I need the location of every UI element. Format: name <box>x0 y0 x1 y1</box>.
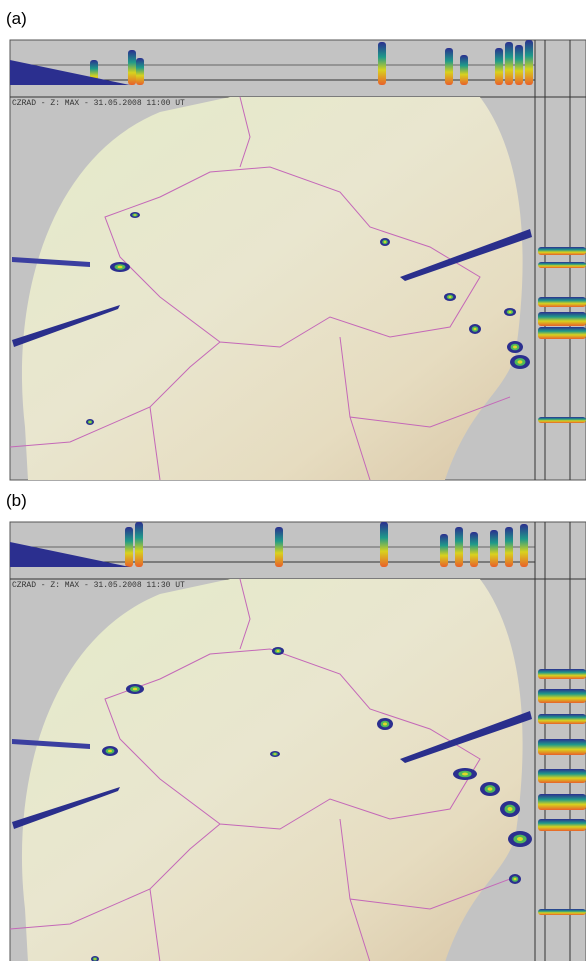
height-echo <box>136 58 144 85</box>
height-echo <box>505 42 513 85</box>
radar-streak <box>12 787 120 829</box>
radar-streak <box>12 739 90 749</box>
radar-streak <box>400 711 532 763</box>
height-echo <box>128 50 136 85</box>
height-echo <box>455 527 463 567</box>
height-echo <box>460 55 468 85</box>
height-echo <box>538 297 586 307</box>
storm-cell-peak <box>108 749 112 753</box>
storm-cell-peak <box>508 311 512 313</box>
radar-streak <box>12 305 120 347</box>
storm-cell-peak <box>448 296 452 298</box>
height-echo <box>538 769 586 783</box>
height-echo <box>470 532 478 567</box>
height-echo <box>380 522 388 567</box>
radar-map <box>21 97 523 480</box>
radar-streak <box>12 257 90 267</box>
storm-cell-peak <box>487 787 493 791</box>
height-echo <box>538 327 586 339</box>
panel-label: (b) <box>6 491 27 510</box>
height-echo <box>538 819 586 831</box>
storm-cell-peak <box>89 421 91 423</box>
storm-cell-peak <box>462 772 468 776</box>
panel: (b) CZRAD - Z: MAX - 31.05.2008 11:30 UT <box>6 491 586 961</box>
height-echo <box>538 417 586 423</box>
border <box>9 578 511 961</box>
height-echo <box>538 909 586 915</box>
storm-cell-peak <box>507 807 513 811</box>
panel-label: (a) <box>6 9 27 28</box>
height-echo <box>538 794 586 810</box>
border <box>9 96 511 481</box>
height-echo <box>538 312 586 326</box>
map-caption: CZRAD - Z: MAX - 31.05.2008 11:30 UT <box>12 581 185 590</box>
storm-cell-peak <box>117 265 123 269</box>
height-echo <box>440 534 448 567</box>
storm-cell-peak <box>517 360 523 364</box>
storm-cell-peak <box>273 753 277 755</box>
height-echo <box>275 527 283 567</box>
storm-cell-peak <box>383 722 387 726</box>
radar-map <box>22 579 523 961</box>
height-echo <box>538 262 586 268</box>
height-echo <box>538 714 586 724</box>
storm-cell-peak <box>513 877 517 881</box>
storm-cell-peak <box>133 214 137 216</box>
height-echo <box>495 48 503 85</box>
height-echo <box>490 530 498 567</box>
storm-cell-peak <box>473 327 477 331</box>
storm-cell-peak <box>276 650 280 652</box>
height-echo <box>125 527 133 567</box>
storm-cell-peak <box>383 241 387 243</box>
height-echo <box>525 40 533 85</box>
map-caption: CZRAD - Z: MAX - 31.05.2008 11:00 UT <box>12 99 185 108</box>
height-echo <box>10 542 130 567</box>
height-echo <box>505 527 513 567</box>
height-echo <box>135 522 143 567</box>
radar-streak <box>400 229 532 281</box>
storm-cell-peak <box>132 687 138 691</box>
height-echo <box>378 42 386 85</box>
height-echo <box>538 247 586 255</box>
height-echo <box>445 48 453 85</box>
height-echo <box>10 60 130 85</box>
height-echo <box>520 524 528 567</box>
height-echo <box>538 689 586 703</box>
storm-cell-peak <box>513 345 517 349</box>
height-echo <box>538 739 586 755</box>
height-echo <box>538 669 586 679</box>
storm-cell-peak <box>517 837 523 841</box>
height-echo <box>515 45 523 85</box>
storm-cell-peak <box>94 958 96 960</box>
panel: (a) CZRAD - Z: MAX - 31.05.2008 11:00 UT <box>6 9 586 481</box>
